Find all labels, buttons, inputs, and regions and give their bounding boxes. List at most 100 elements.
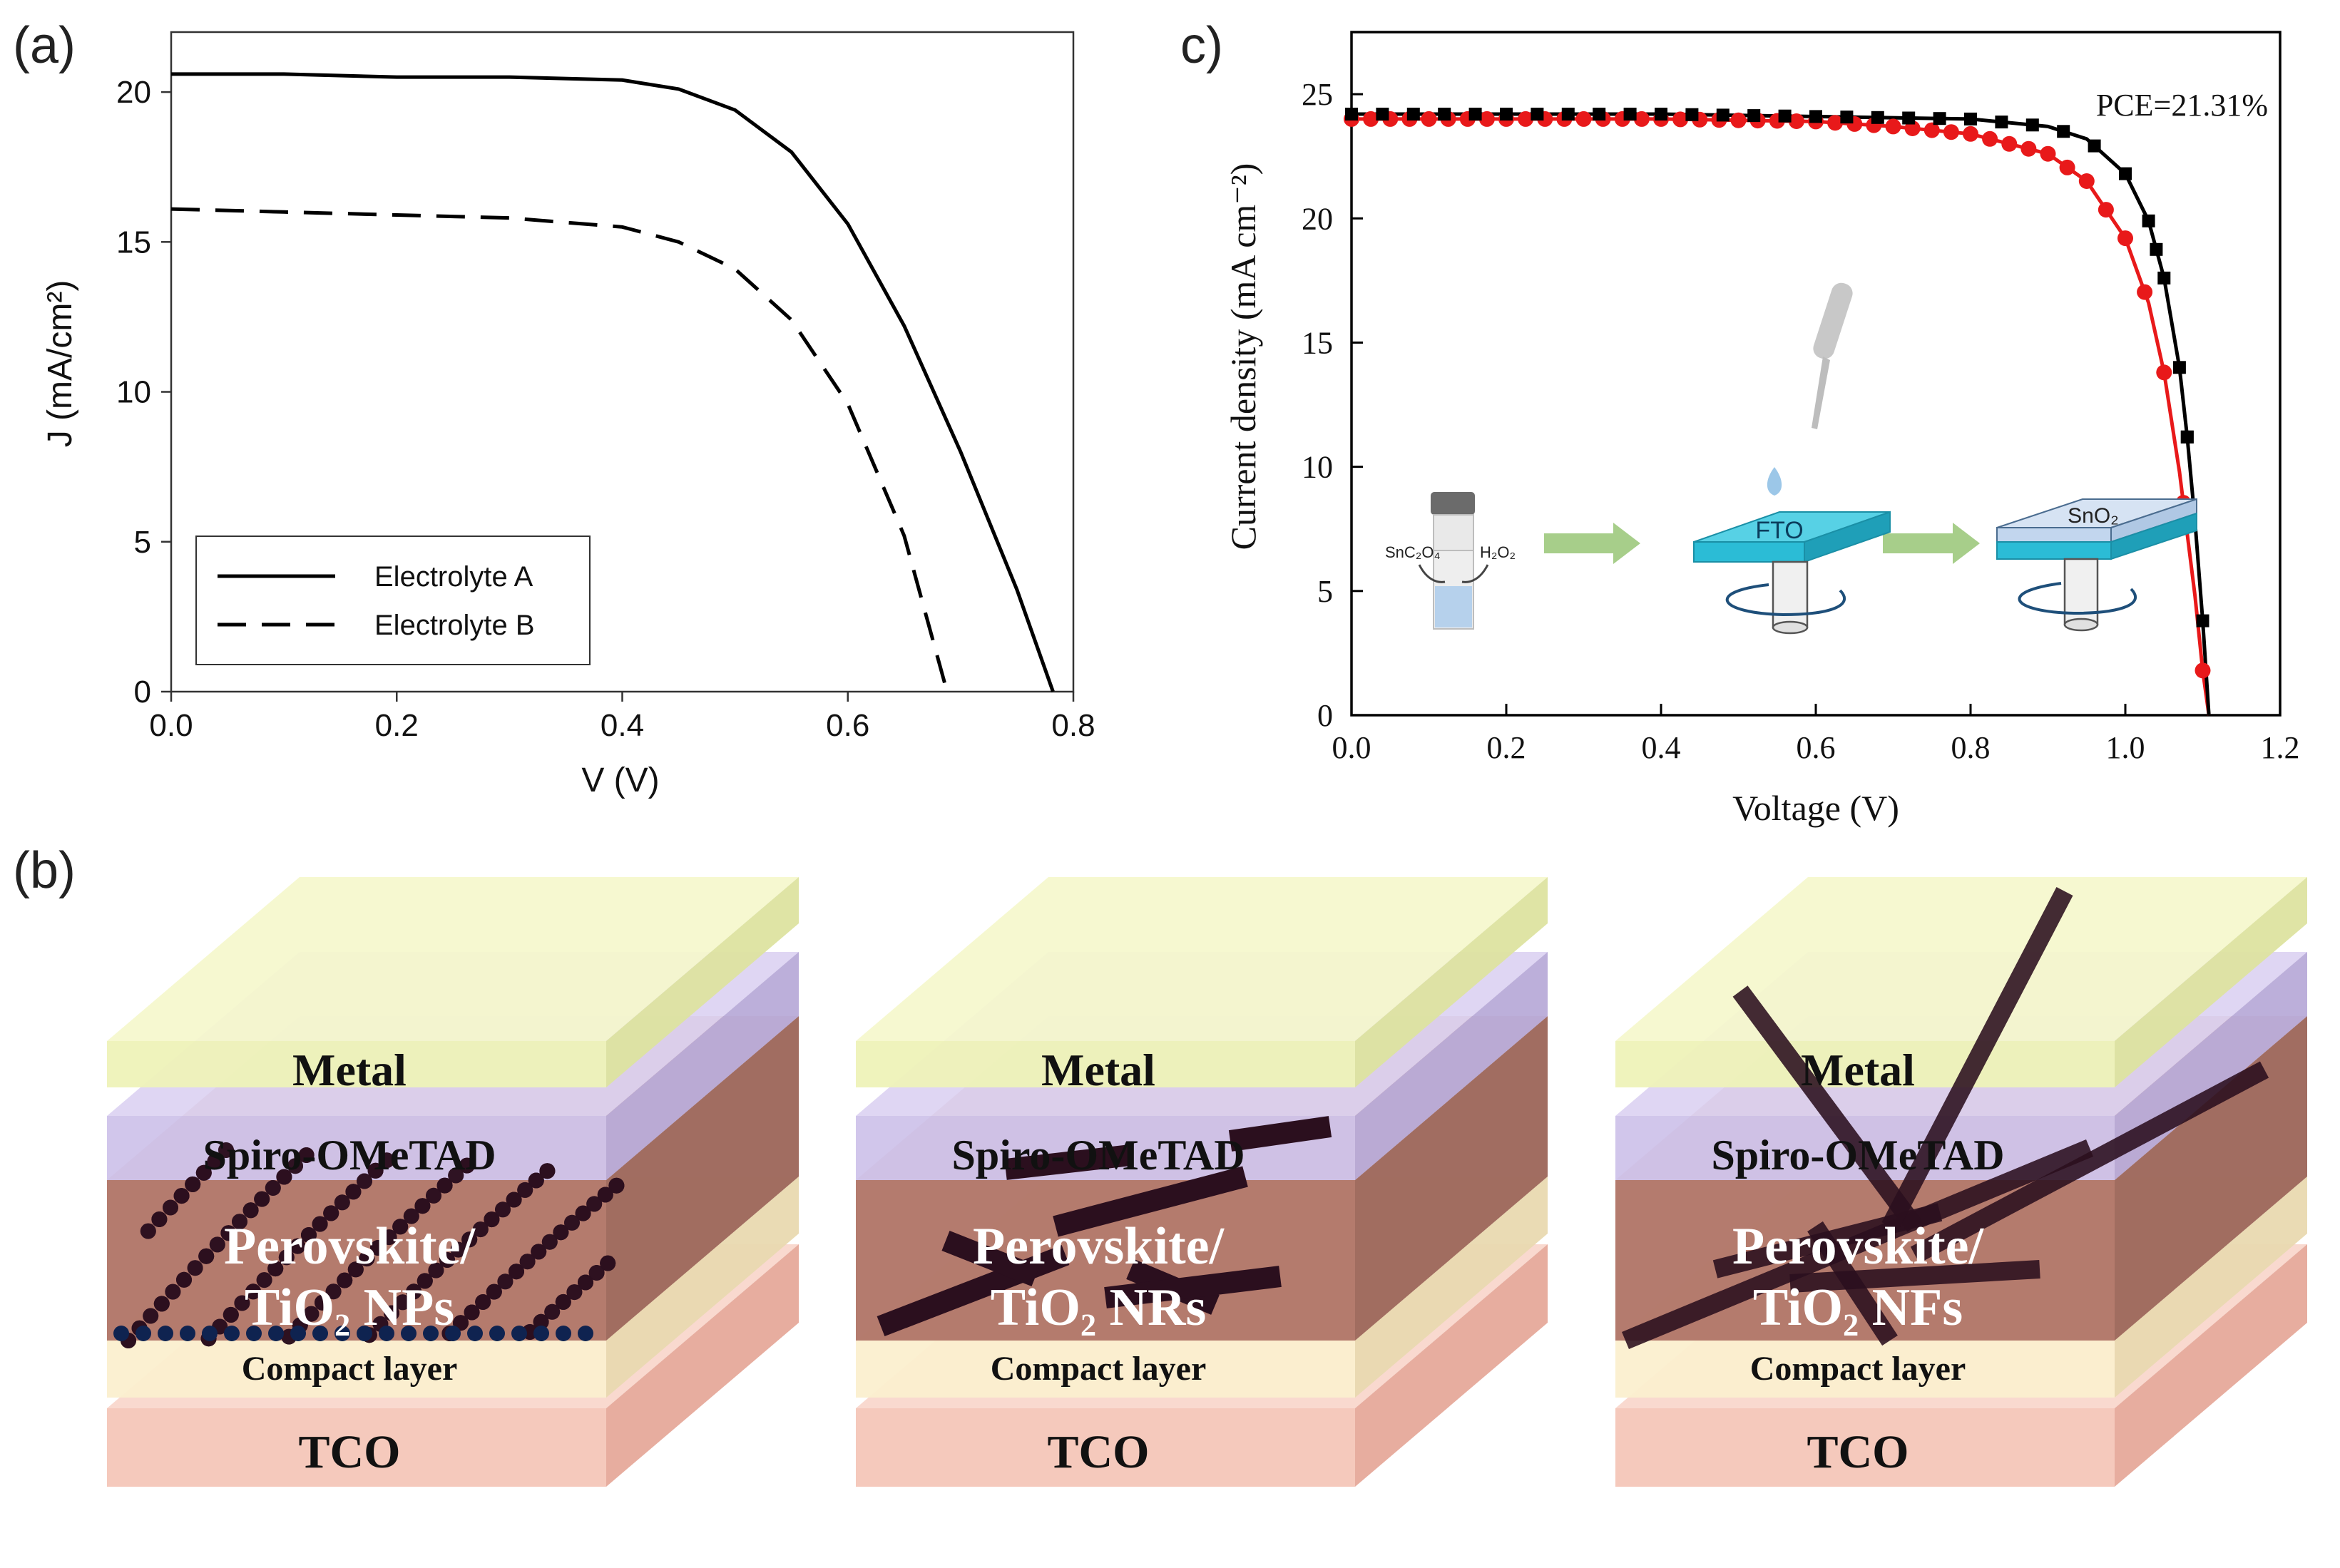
perovskite-layer-label: Perovskite/ xyxy=(973,1217,1225,1276)
chart-c-red-point xyxy=(1575,111,1592,127)
chart-c-black-point xyxy=(2157,271,2171,285)
nanoparticle xyxy=(301,1227,317,1243)
chart-c-black-point xyxy=(2142,214,2155,227)
chart-c-ytick-label: 10 xyxy=(1302,450,1333,485)
chart-c-xtick-label: 0.4 xyxy=(1642,730,1681,765)
nanoparticle xyxy=(265,1180,281,1196)
nanoparticle-bottom xyxy=(268,1326,284,1341)
nanoparticle xyxy=(519,1254,536,1270)
chart-a-xlabel: V (V) xyxy=(581,762,659,799)
tio2-structure-label: TiO₂ NRs xyxy=(991,1279,1207,1337)
chart-c-black-point xyxy=(2196,614,2209,627)
layer-top-face xyxy=(107,877,799,1041)
chart-c-black-point xyxy=(1500,108,1513,121)
metal-layer-label: Metal xyxy=(1801,1045,1915,1095)
nanoparticle xyxy=(608,1177,625,1194)
nanoparticle xyxy=(495,1201,511,1218)
nanoparticle-bottom xyxy=(180,1326,195,1341)
nanofiber xyxy=(1910,1061,2269,1264)
nanoparticle xyxy=(195,1164,212,1181)
device-stack-3: Metal Spiro-OMeTAD Perovskite/TiO₂ NFs Comp… xyxy=(1615,877,2307,1487)
nanoparticle-bottom xyxy=(357,1326,372,1341)
nanoparticle xyxy=(357,1173,372,1189)
device-stack-1: Metal Spiro-OMeTAD Perovskite/TiO₂ NPs Comp… xyxy=(107,877,799,1487)
nanoparticle xyxy=(198,1248,215,1264)
chart-c-black-point xyxy=(1809,110,1822,123)
chart-c-red-point xyxy=(2098,202,2114,218)
chart-c-black-point xyxy=(2025,118,2039,132)
nanoparticle xyxy=(209,1236,225,1253)
layer-side-face xyxy=(1355,1244,1548,1487)
chart-a-ytick-label: 10 xyxy=(116,375,151,410)
chart-a-series-electrolyte-b xyxy=(170,207,949,692)
nanoparticle xyxy=(176,1271,192,1288)
chart-c-ytick-label: 0 xyxy=(1317,698,1333,733)
chart-c-ytick-label: 15 xyxy=(1302,325,1333,360)
chart-c-black-point xyxy=(1438,108,1451,121)
nanoparticle xyxy=(323,1205,339,1221)
pipette-icon xyxy=(1767,282,1853,496)
layer-front-face xyxy=(856,1408,1355,1487)
tco-layer-label: TCO xyxy=(298,1426,400,1478)
chart-a-legend: Electrolyte A Electrolyte B xyxy=(195,536,591,665)
chart-c-black-point xyxy=(1561,108,1575,121)
nanoparticle xyxy=(312,1216,328,1232)
chart-a-ytick-label: 15 xyxy=(116,225,151,260)
panel-label-b: (b) xyxy=(13,842,76,899)
nanoparticle xyxy=(564,1214,580,1231)
chart-c-xtick-label: 1.0 xyxy=(2106,730,2145,765)
nanoparticle xyxy=(334,1194,350,1211)
nanoparticle xyxy=(497,1274,514,1290)
layer-front-face xyxy=(1615,1408,2115,1487)
nanoparticle-bottom xyxy=(158,1326,173,1341)
chart-c-red-point xyxy=(2137,284,2153,300)
layer-front-face xyxy=(1615,1341,2115,1398)
layer-side-face xyxy=(2115,1177,2307,1398)
chart-c-xtick-label: 0.6 xyxy=(1797,730,1836,765)
nanofiber xyxy=(1622,1139,2093,1350)
chart-c-red-point xyxy=(2156,364,2172,381)
layer-front-face xyxy=(107,1116,606,1180)
nanoparticle xyxy=(588,1265,605,1281)
spiro-ometad-layer-label: Spiro-OMeTAD xyxy=(1711,1132,2004,1179)
nanoparticle-bottom xyxy=(511,1326,527,1341)
nanoparticle xyxy=(597,1187,613,1203)
nanoparticle-bottom xyxy=(290,1326,306,1341)
chart-c-black-point xyxy=(2150,242,2163,256)
chart-c-red-point xyxy=(2020,140,2037,157)
chart-c-ytick-label: 5 xyxy=(1317,574,1333,609)
nanoparticle xyxy=(417,1273,433,1289)
nanoparticle xyxy=(232,1214,247,1230)
nanorod xyxy=(1104,1266,1282,1308)
arrow-right-icon xyxy=(1544,523,1640,564)
nanoparticle xyxy=(539,1163,556,1179)
chart-c-xtick-label: 1.2 xyxy=(2261,730,2300,765)
chart-c-black-point xyxy=(1406,108,1420,121)
nanoparticle xyxy=(459,1157,475,1174)
nanoparticle xyxy=(553,1224,569,1241)
nanoparticle xyxy=(245,1283,261,1300)
nanoparticle-bottom xyxy=(379,1326,394,1341)
chart-c-red-point xyxy=(2001,135,2018,152)
chart-c-black-point xyxy=(2172,361,2186,374)
chart-c-pce-annotation: PCE=21.31% xyxy=(2096,88,2268,123)
nanoparticle-bottom xyxy=(224,1326,240,1341)
nanorod xyxy=(941,1231,1040,1286)
nanoparticle xyxy=(276,1169,292,1185)
chart-c-xtick-label: 0.2 xyxy=(1487,730,1526,765)
nanofiber xyxy=(1732,985,1923,1232)
arrow-right-icon-2 xyxy=(1883,523,1980,564)
nanoparticle-bottom xyxy=(578,1326,593,1341)
chart-c-red-point xyxy=(1633,111,1650,127)
chart-a-xtick-label: 0.6 xyxy=(826,708,869,743)
panel-label-c: c) xyxy=(1180,17,1223,74)
fto-substrate xyxy=(1693,511,1891,635)
chart-c-black-point xyxy=(1531,108,1544,121)
nanoparticle-bottom xyxy=(533,1326,549,1341)
layer-front-face xyxy=(107,1341,606,1398)
chart-c-black-point xyxy=(2180,430,2194,444)
nanoparticle xyxy=(439,1252,455,1268)
chart-c-red-point xyxy=(1923,122,1940,138)
nanofiber xyxy=(1881,886,2073,1231)
layer-side-face xyxy=(1355,1016,1548,1341)
